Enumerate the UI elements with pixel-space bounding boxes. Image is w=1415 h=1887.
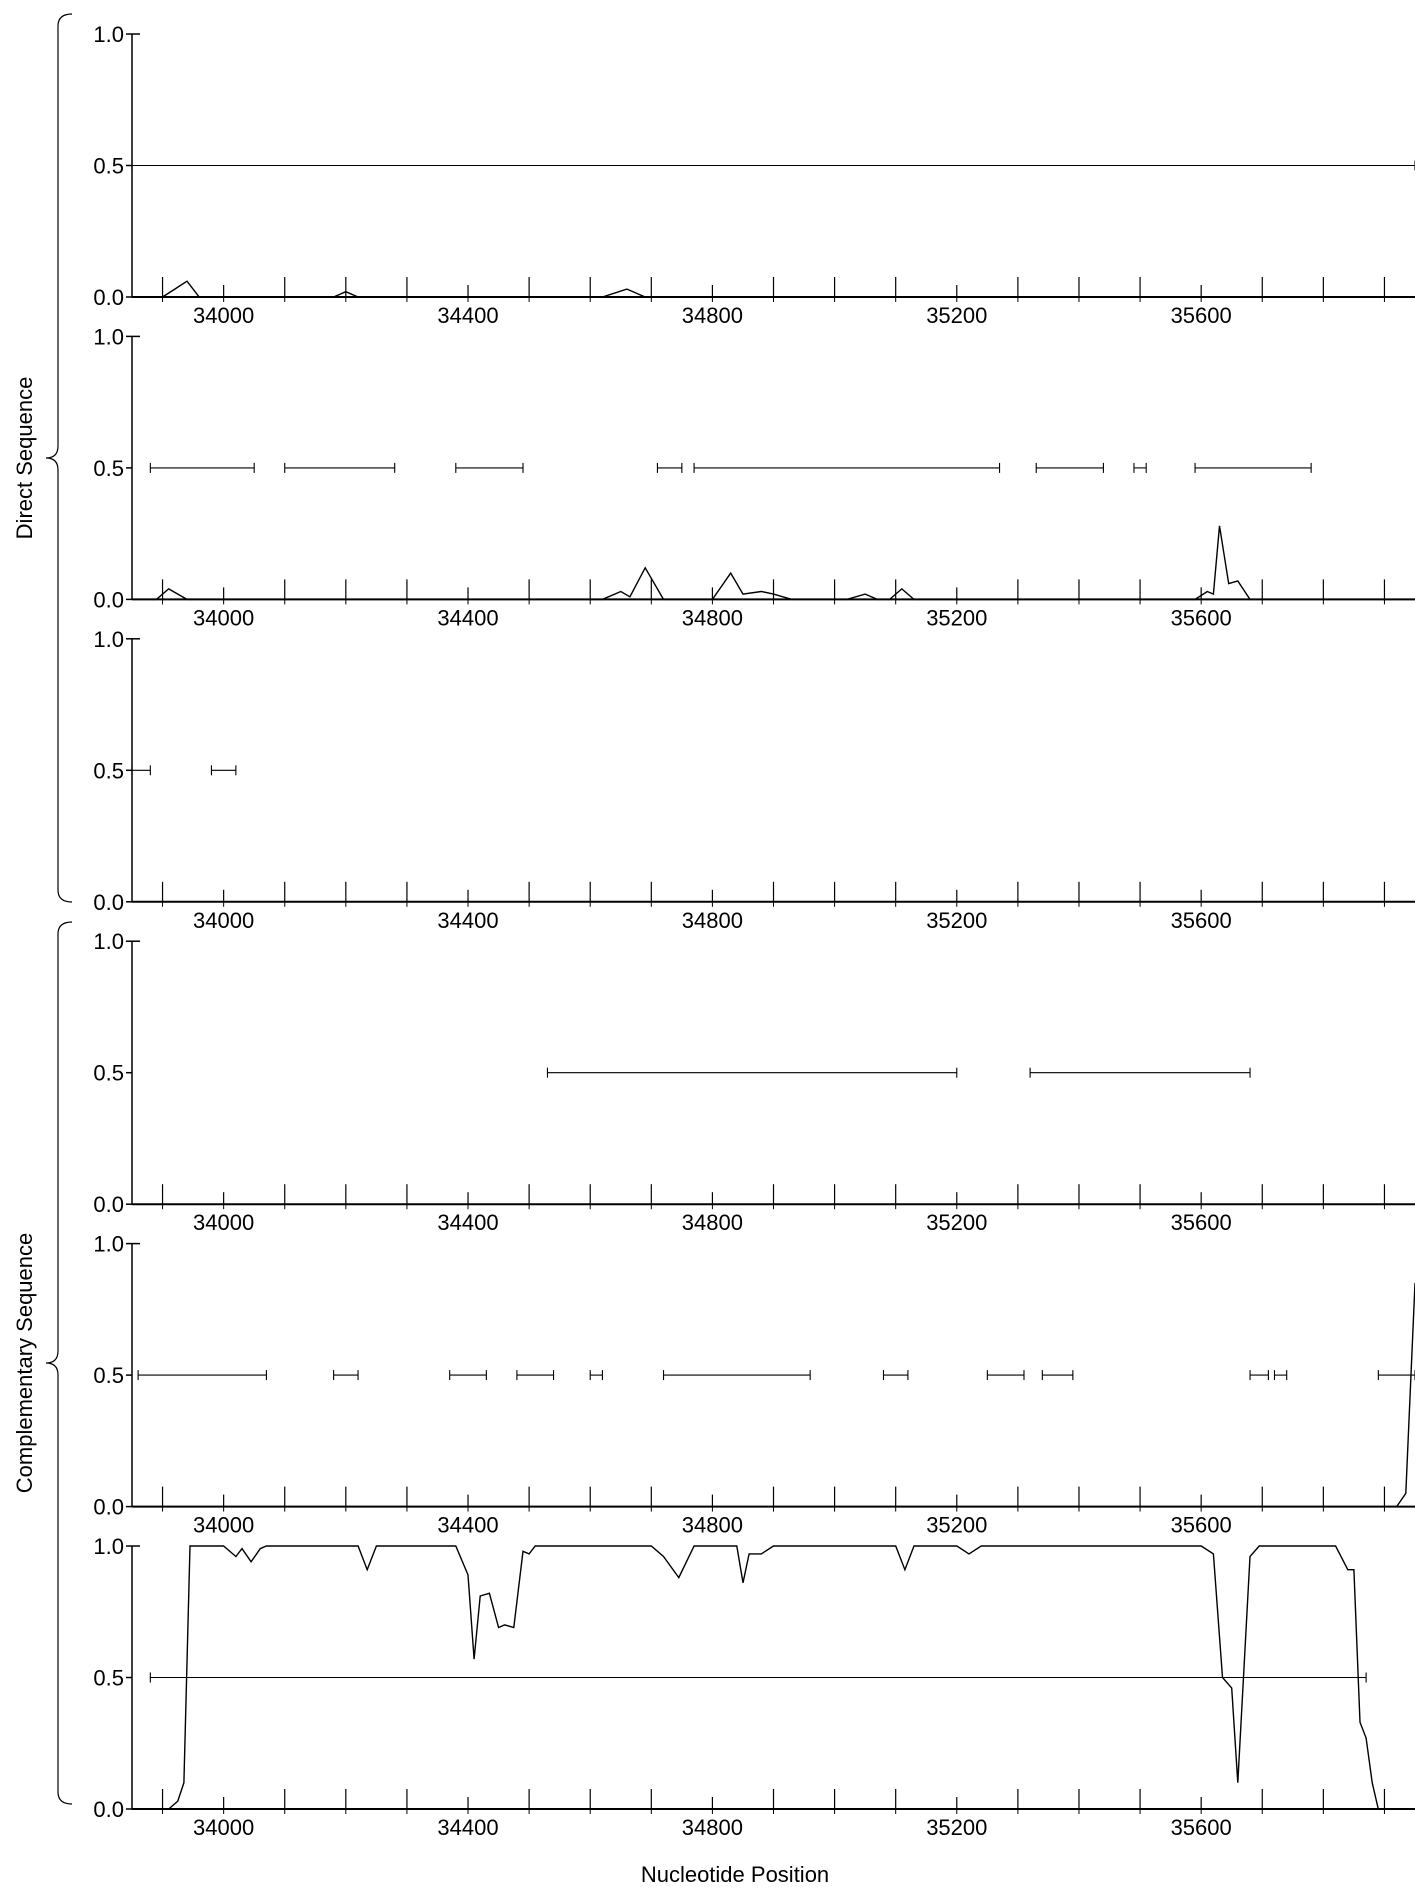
x-tick-label: 34400 [437, 605, 498, 630]
x-tick-label: 35600 [1171, 1513, 1232, 1538]
x-tick-label: 34800 [682, 1815, 743, 1840]
y-tick-label: 0.0 [93, 890, 124, 915]
panel-5: 0.0 0.5 1.0 34000 34400 34800 35200 35600 [93, 1232, 1415, 1538]
x-tick-label: 34400 [437, 1815, 498, 1840]
group-brace [45, 921, 73, 1805]
x-tick-label: 34400 [437, 908, 498, 933]
x-tick-label: 34400 [437, 303, 498, 328]
x-tick-label: 35600 [1171, 1210, 1232, 1235]
x-tick-label: 35200 [926, 605, 987, 630]
group-label: Direct Sequence [12, 377, 37, 540]
panel-6: 0.0 0.5 1.0 34000 34400 34800 35200 35600 [93, 1534, 1415, 1840]
x-tick-label: 35600 [1171, 908, 1232, 933]
x-tick-label: 34000 [193, 605, 254, 630]
x-tick-label: 34800 [682, 908, 743, 933]
panel-4: 0.0 0.5 1.0 34000 34400 34800 35200 35600 [93, 929, 1415, 1235]
panel-1: 0.0 0.5 1.0 34000 34400 34800 35200 35600 [93, 22, 1415, 328]
x-tick-label: 35200 [926, 303, 987, 328]
x-tick-label: 34000 [193, 1513, 254, 1538]
y-tick-label: 0.5 [93, 1363, 124, 1388]
complementary-sequence-group: Complementary Sequence [12, 921, 73, 1805]
y-tick-label: 0.0 [93, 1495, 124, 1520]
y-tick-label: 0.5 [93, 1061, 124, 1086]
probability-curve [132, 1282, 1415, 1508]
y-tick-label: 0.5 [93, 1666, 124, 1691]
y-tick-label: 0.0 [93, 587, 124, 612]
x-tick-label: 34000 [193, 1210, 254, 1235]
probability-curve [132, 280, 1415, 298]
x-tick-label: 34800 [682, 303, 743, 328]
x-tick-label: 35600 [1171, 303, 1232, 328]
x-tick-label: 34800 [682, 1210, 743, 1235]
x-tick-label: 34800 [682, 1513, 743, 1538]
probability-curve [132, 1545, 1415, 1810]
x-tick-label: 35600 [1171, 1815, 1232, 1840]
panels-layer: 0.0 0.5 1.0 34000 34400 34800 35200 35600 0.0 0.5… [93, 22, 1415, 1840]
y-tick-label: 1.0 [93, 1232, 124, 1257]
y-tick-label: 1.0 [93, 1534, 124, 1559]
x-tick-label: 35200 [926, 1815, 987, 1840]
panel-2: 0.0 0.5 1.0 34000 34400 34800 35200 35600 [93, 324, 1415, 630]
x-tick-label: 34400 [437, 1513, 498, 1538]
panel-3: 0.0 0.5 1.0 34000 34400 34800 35200 35600 [93, 627, 1415, 933]
y-tick-label: 0.5 [93, 758, 124, 783]
x-tick-label: 35200 [926, 908, 987, 933]
y-tick-label: 1.0 [93, 929, 124, 954]
x-tick-label: 35200 [926, 1210, 987, 1235]
probability-curve [132, 525, 1415, 601]
y-tick-label: 1.0 [93, 22, 124, 47]
y-tick-label: 0.0 [93, 1192, 124, 1217]
y-tick-label: 0.5 [93, 154, 124, 179]
direct-sequence-group: Direct Sequence [12, 13, 73, 903]
group-label: Complementary Sequence [12, 1233, 37, 1493]
group-brackets-layer: Direct Sequence Complementary Sequence [12, 13, 73, 1805]
y-tick-label: 1.0 [93, 324, 124, 349]
group-brace [45, 13, 73, 903]
x-tick-label: 34800 [682, 605, 743, 630]
x-tick-label: 34000 [193, 908, 254, 933]
y-tick-label: 0.0 [93, 285, 124, 310]
x-tick-label: 35600 [1171, 605, 1232, 630]
x-tick-label: 34000 [193, 1815, 254, 1840]
y-tick-label: 1.0 [93, 627, 124, 652]
y-tick-label: 0.0 [93, 1797, 124, 1822]
x-tick-label: 34000 [193, 303, 254, 328]
x-tick-label: 35200 [926, 1513, 987, 1538]
x-axis-title: Nucleotide Position [641, 1862, 829, 1887]
y-tick-label: 0.5 [93, 456, 124, 481]
x-tick-label: 34400 [437, 1210, 498, 1235]
